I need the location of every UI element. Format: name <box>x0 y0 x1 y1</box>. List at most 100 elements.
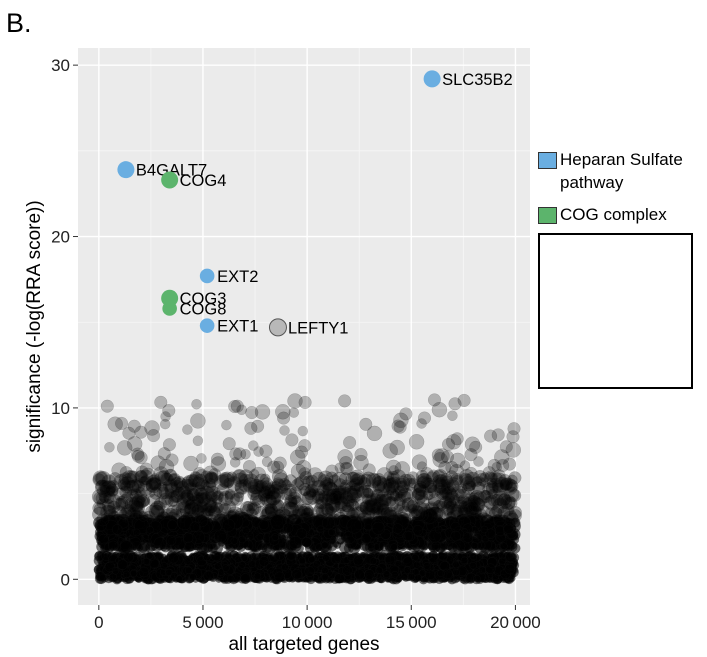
gene-point <box>490 493 504 507</box>
gene-point <box>119 540 134 554</box>
gene-point <box>311 479 327 496</box>
gene-point <box>504 486 520 503</box>
gene-point <box>400 573 409 581</box>
gene-point <box>206 497 218 508</box>
gene-point <box>147 476 161 491</box>
gene-point <box>258 556 270 567</box>
gene-point <box>238 469 254 485</box>
gene-point <box>321 573 329 581</box>
gene-point <box>331 471 348 488</box>
gene-point <box>494 476 510 493</box>
gene-point <box>283 483 297 497</box>
gene-point <box>401 497 415 511</box>
gene-point <box>375 496 389 511</box>
gene-point <box>291 494 302 506</box>
gene-point <box>267 486 281 500</box>
gene-point <box>184 502 198 516</box>
gene-point <box>434 484 451 500</box>
gene-point <box>124 480 140 496</box>
gene-point <box>170 476 184 490</box>
gene-point <box>92 501 106 515</box>
gene-point <box>265 490 282 506</box>
gene-point <box>203 570 214 582</box>
gene-point <box>264 502 278 517</box>
gene-point <box>374 493 388 508</box>
gene-point <box>328 498 342 513</box>
gene-point <box>253 480 267 494</box>
gene-point <box>165 535 177 546</box>
gene-point <box>195 487 209 501</box>
gene-point <box>334 573 345 584</box>
gene-point <box>439 495 453 509</box>
gene-point <box>322 489 336 503</box>
gene-point <box>218 502 229 513</box>
gene-point <box>413 482 427 496</box>
gene-point <box>224 490 240 507</box>
gene-point <box>112 497 127 511</box>
gene-point <box>363 499 377 513</box>
gene-point <box>472 497 486 511</box>
gene-point <box>268 483 284 500</box>
gene-point <box>159 472 173 486</box>
gene-point <box>500 477 514 491</box>
gene-point <box>259 486 273 500</box>
gene-point <box>207 504 221 519</box>
gene-point <box>242 501 254 512</box>
gene-point <box>378 493 392 508</box>
gene-point <box>345 471 361 488</box>
gene-point <box>478 566 487 575</box>
gene-point <box>467 495 481 509</box>
gene-point <box>265 504 279 518</box>
gene-point <box>209 501 224 515</box>
gene-point <box>153 497 167 511</box>
gene-point <box>271 479 287 495</box>
gene-point <box>465 480 476 492</box>
gene-point <box>242 477 259 493</box>
gene-point <box>485 480 499 495</box>
gene-point <box>194 499 208 513</box>
gene-point <box>410 505 427 522</box>
gene-point <box>484 471 498 485</box>
gene-point <box>365 472 382 489</box>
gene-point <box>158 492 174 508</box>
gene-point <box>170 489 184 503</box>
gene-point <box>397 487 414 503</box>
gene-point <box>287 510 299 521</box>
gene-point <box>444 500 456 511</box>
gene-point <box>454 499 468 513</box>
gene-point <box>223 500 237 514</box>
gene-point <box>287 497 298 508</box>
gene-point <box>396 480 410 494</box>
gene-point <box>247 484 261 498</box>
gene-point <box>435 476 446 488</box>
gene-point <box>412 487 426 501</box>
gene-point <box>171 504 182 515</box>
gene-point <box>157 469 171 484</box>
gene-point <box>249 492 263 506</box>
gene-point <box>214 562 222 570</box>
gene-point <box>305 484 319 498</box>
gene-point <box>461 482 475 496</box>
gene-point <box>250 489 264 503</box>
gene-point <box>413 561 421 569</box>
gene-point <box>123 504 135 515</box>
gene-point <box>103 493 115 505</box>
gene-point <box>312 488 326 502</box>
gene-point <box>218 492 229 503</box>
gene-point <box>360 487 374 501</box>
gene-point <box>444 491 461 507</box>
gene-point <box>500 494 516 510</box>
gene-point <box>414 494 426 505</box>
gene-point <box>478 489 492 503</box>
gene-point <box>320 476 334 491</box>
gene-point <box>307 480 321 494</box>
gene-point <box>395 491 406 502</box>
gene-point <box>247 478 264 495</box>
gene-point <box>272 500 283 512</box>
gene-point <box>406 471 420 485</box>
gene-point <box>404 486 418 500</box>
gene-point <box>365 498 381 514</box>
gene-point <box>390 543 398 551</box>
gene-point <box>173 486 187 500</box>
gene-point <box>492 497 508 514</box>
